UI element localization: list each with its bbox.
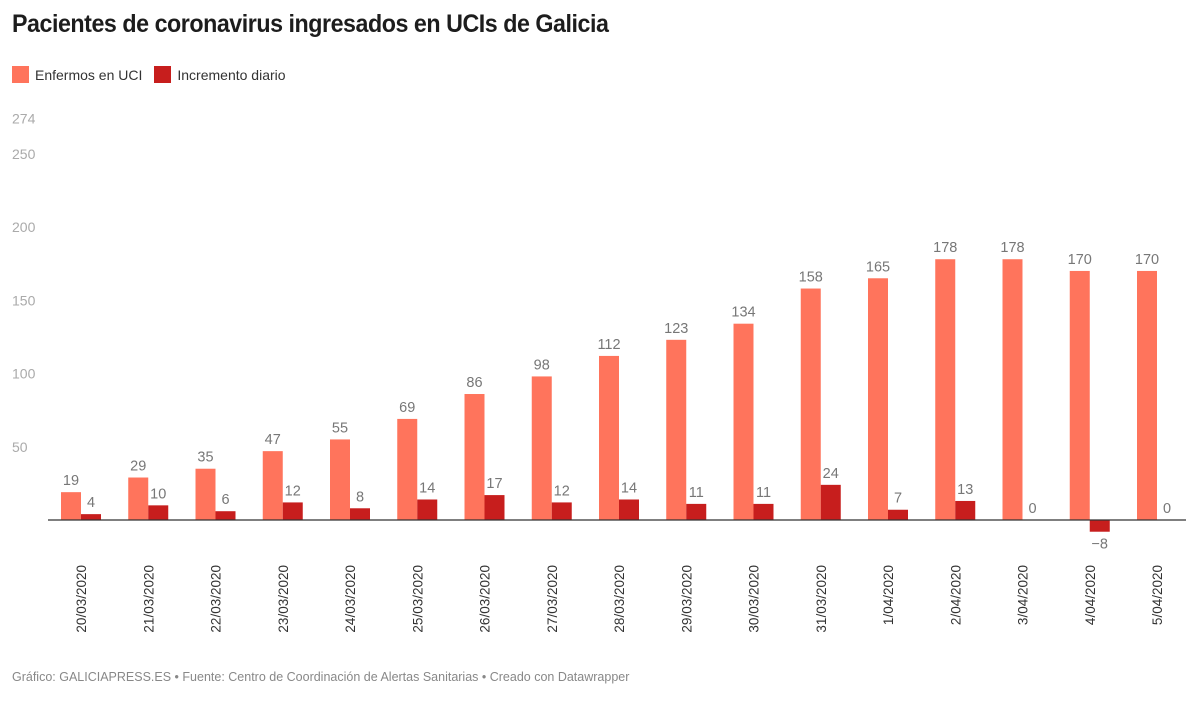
legend-label: Enfermos en UCI xyxy=(35,66,143,83)
x-tick-label: 2/04/2020 xyxy=(948,565,963,625)
y-tick-label: 100 xyxy=(12,366,36,382)
y-tick-label: 250 xyxy=(12,146,36,162)
data-label: −8 xyxy=(1091,537,1108,553)
bar-enfermos xyxy=(800,288,821,520)
data-label: 0 xyxy=(1163,501,1171,517)
x-tick-label: 25/03/2020 xyxy=(410,565,425,633)
data-label: 8 xyxy=(356,489,364,505)
data-label: 0 xyxy=(1028,501,1036,517)
y-tick-label: 274 xyxy=(12,111,36,127)
bar-incremento xyxy=(820,484,841,520)
data-label: 98 xyxy=(534,357,550,373)
bar-incremento xyxy=(148,505,169,520)
data-label: 170 xyxy=(1068,252,1092,268)
data-label: 112 xyxy=(597,337,620,353)
data-label: 19 xyxy=(63,473,79,489)
x-tick-label: 31/03/2020 xyxy=(814,565,829,633)
bar-enfermos xyxy=(195,468,216,520)
bar-enfermos xyxy=(397,418,418,520)
bar-enfermos xyxy=(1002,259,1023,520)
data-label: 12 xyxy=(285,483,301,499)
bar-enfermos xyxy=(1069,270,1090,520)
data-label: 13 xyxy=(957,482,973,498)
bar-incremento xyxy=(1089,520,1110,532)
data-label: 35 xyxy=(197,450,213,466)
data-label: 6 xyxy=(221,492,229,508)
bar-incremento xyxy=(417,499,438,520)
data-label: 134 xyxy=(731,305,755,321)
bar-enfermos xyxy=(666,339,687,520)
bar-incremento xyxy=(955,500,976,520)
data-label: 69 xyxy=(399,400,415,416)
data-label: 24 xyxy=(823,466,839,482)
data-label: 14 xyxy=(621,480,637,496)
legend-item-enfermos: Enfermos en UCI xyxy=(12,66,142,83)
bar-incremento xyxy=(753,503,774,520)
data-label: 170 xyxy=(1135,252,1159,268)
x-tick-label: 28/03/2020 xyxy=(612,565,627,633)
bar-enfermos xyxy=(464,394,485,520)
data-label: 11 xyxy=(756,485,771,501)
data-label: 10 xyxy=(150,486,166,502)
bar-incremento xyxy=(282,502,303,520)
y-tick-label: 150 xyxy=(12,292,36,308)
data-label: 178 xyxy=(933,240,957,256)
bar-enfermos xyxy=(128,477,149,520)
data-label: 7 xyxy=(894,491,902,507)
data-label: 4 xyxy=(87,495,95,511)
bar-enfermos xyxy=(599,355,619,520)
bar-enfermos xyxy=(262,451,283,520)
bar-enfermos xyxy=(1137,270,1157,520)
data-label: 29 xyxy=(130,459,146,475)
data-label: 47 xyxy=(265,432,281,448)
bar-enfermos xyxy=(531,376,552,520)
y-tick-label: 200 xyxy=(12,219,36,235)
x-tick-label: 23/03/2020 xyxy=(276,565,291,633)
x-tick-label: 20/03/2020 xyxy=(74,565,89,633)
legend-item-incremento: Incremento diario xyxy=(154,66,286,83)
x-tick-label: 22/03/2020 xyxy=(209,565,224,633)
data-label: 158 xyxy=(799,270,823,286)
footer-credits: Gráfico: GALICIAPRESS.ES • Fuente: Centr… xyxy=(12,670,630,684)
x-tick-label: 24/03/2020 xyxy=(343,565,358,633)
bar-enfermos xyxy=(935,259,956,520)
data-label: 123 xyxy=(664,321,688,337)
bar-incremento xyxy=(686,503,707,520)
x-tick-label: 27/03/2020 xyxy=(545,565,560,633)
x-tick-label: 3/04/2020 xyxy=(1016,565,1031,625)
x-tick-label: 4/04/2020 xyxy=(1083,565,1098,625)
bar-enfermos xyxy=(733,323,754,520)
bar-incremento xyxy=(888,509,908,520)
legend-swatch xyxy=(12,66,29,83)
legend: Enfermos en UCI Incremento diario xyxy=(12,66,286,83)
bar-enfermos xyxy=(330,439,350,520)
x-tick-label: 29/03/2020 xyxy=(679,565,694,633)
legend-swatch xyxy=(154,66,172,83)
bar-incremento xyxy=(551,502,572,520)
bar-incremento xyxy=(350,508,370,520)
bar-incremento xyxy=(215,511,236,520)
chart-title: Pacientes de coronavirus ingresados en U… xyxy=(12,10,609,38)
bar-enfermos xyxy=(868,278,888,520)
x-tick-label: 1/04/2020 xyxy=(881,565,896,625)
bar-incremento xyxy=(81,514,101,520)
bar-incremento xyxy=(619,499,639,520)
data-label: 11 xyxy=(689,485,704,501)
data-label: 17 xyxy=(486,476,502,492)
legend-label: Incremento diario xyxy=(177,66,286,83)
x-tick-label: 21/03/2020 xyxy=(141,565,156,633)
data-label: 86 xyxy=(466,375,482,391)
data-label: 14 xyxy=(419,480,435,496)
data-label: 12 xyxy=(554,483,570,499)
x-tick-label: 5/04/2020 xyxy=(1150,565,1165,625)
data-label: 165 xyxy=(866,259,890,275)
bar-enfermos xyxy=(61,492,81,520)
y-tick-label: 50 xyxy=(12,439,28,455)
x-tick-label: 26/03/2020 xyxy=(478,565,493,633)
x-tick-label: 30/03/2020 xyxy=(747,565,762,633)
data-label: 178 xyxy=(1000,240,1024,256)
bar-incremento xyxy=(484,495,505,520)
data-label: 55 xyxy=(332,420,348,436)
